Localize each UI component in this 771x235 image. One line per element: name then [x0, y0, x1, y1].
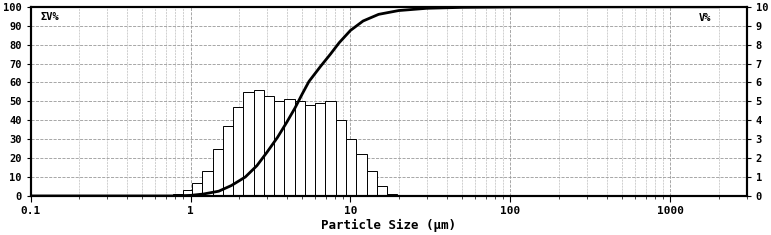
Bar [193, 183, 203, 196]
Bar [183, 190, 193, 196]
Bar [387, 194, 397, 196]
Bar [223, 126, 234, 196]
Bar [366, 171, 377, 196]
Bar [377, 187, 387, 196]
Bar [284, 99, 295, 196]
Bar [264, 96, 274, 196]
Bar [325, 101, 335, 196]
Bar [203, 171, 213, 196]
Bar [213, 149, 223, 196]
X-axis label: Particle Size (μm): Particle Size (μm) [322, 219, 456, 232]
Bar [356, 154, 366, 196]
Text: ΣV%: ΣV% [40, 12, 59, 23]
Bar [315, 103, 325, 196]
Bar [234, 107, 244, 196]
Bar [244, 92, 254, 196]
Bar [295, 101, 305, 196]
Bar [346, 139, 356, 196]
Bar [254, 90, 264, 196]
Bar [335, 120, 346, 196]
Bar [274, 101, 284, 196]
Bar [305, 105, 315, 196]
Text: V%: V% [699, 13, 711, 24]
Bar [173, 194, 183, 196]
